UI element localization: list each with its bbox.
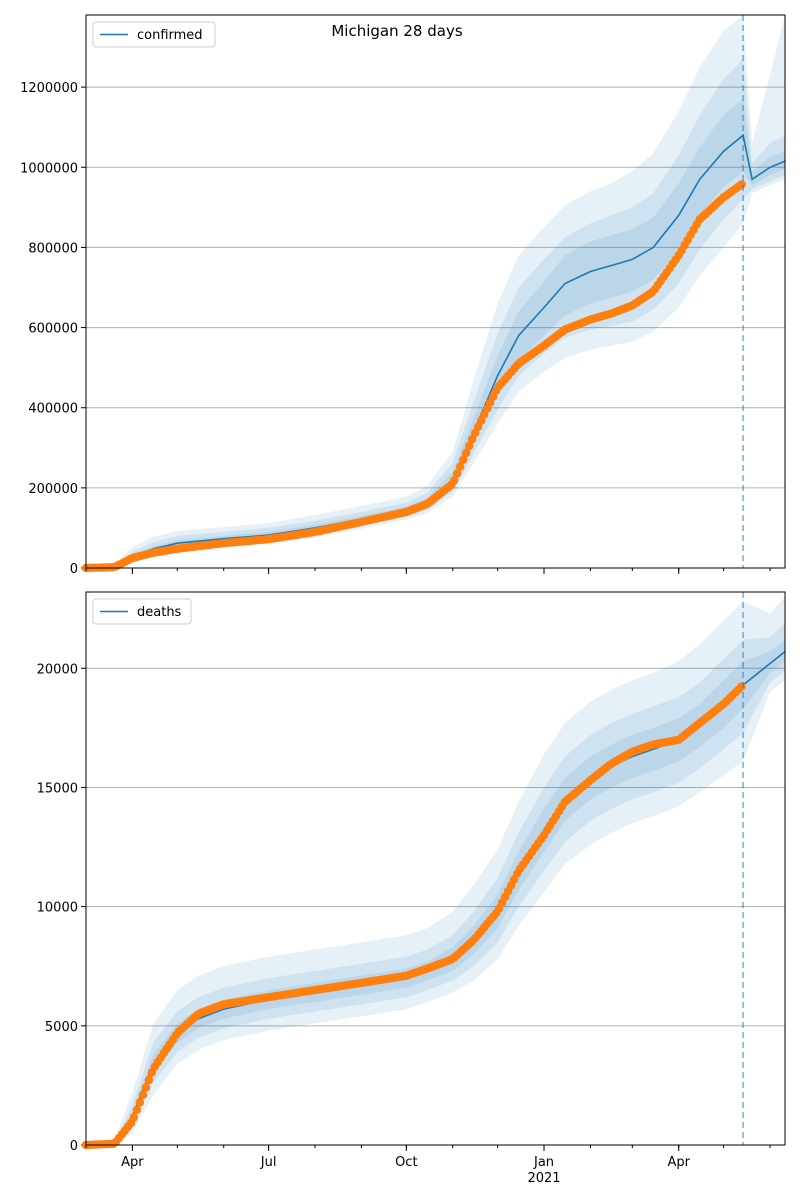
legend: deaths (92, 598, 192, 625)
y-tick-label: 600000 (28, 322, 78, 337)
observed-point (450, 476, 459, 485)
chart-title: Michigan 28 days (331, 22, 462, 40)
axes-frame (85, 14, 786, 569)
uncertainty-band (86, 99, 785, 568)
y-tick-label: 0 (70, 562, 78, 577)
observed-point (129, 1113, 139, 1122)
y-tick-label: 5000 (45, 1020, 78, 1035)
observed-point (453, 469, 462, 478)
uncertainty-band (86, 623, 785, 1145)
observed-point (132, 1105, 142, 1115)
y-tick-label: 800000 (28, 241, 78, 256)
observed-point (141, 1083, 151, 1092)
y-tick-label: 1200000 (20, 81, 78, 96)
observed-point (135, 1098, 145, 1107)
legend-box (92, 598, 192, 625)
observed-point (138, 1090, 148, 1100)
legend-box (92, 21, 216, 48)
axes-frame (85, 591, 786, 1146)
observed-point (456, 462, 465, 471)
x-tick-label: Apr (121, 1155, 144, 1170)
x-tick-label: Oct (395, 1155, 417, 1170)
observed-point (465, 441, 474, 451)
y-tick-label: 10000 (37, 901, 78, 916)
uncertainty-band (86, 596, 785, 1145)
x-tick-label: Apr (667, 1155, 690, 1170)
x-tick-label: Jan (533, 1155, 554, 1170)
model-line (85, 133, 786, 569)
x-tick-sublabel: 2021 (527, 1171, 560, 1186)
observed-point (462, 448, 471, 458)
legend-label: confirmed (137, 28, 203, 43)
y-tick-label: 0 (70, 1139, 78, 1154)
observed-point (459, 455, 468, 464)
legend-label: deaths (137, 605, 182, 620)
observed-point (737, 180, 746, 189)
legend: confirmed (92, 21, 216, 48)
confirmed-panel: 0 200000 400000 600000 800000 1000000 1200000 c… (20, 14, 786, 577)
uncertainty-band (86, 15, 785, 568)
y-tick-label: 200000 (28, 482, 78, 497)
uncertainty-band (86, 59, 785, 568)
y-tick-label: 15000 (37, 781, 78, 796)
observed-point (468, 435, 477, 444)
y-tick-label: 1000000 (20, 161, 78, 176)
y-tick-label: 400000 (28, 402, 78, 417)
observed-point (144, 1075, 154, 1085)
y-tick-label: 20000 (37, 662, 78, 677)
observed-point (737, 682, 746, 691)
x-tick-label: Jul (260, 1155, 277, 1170)
